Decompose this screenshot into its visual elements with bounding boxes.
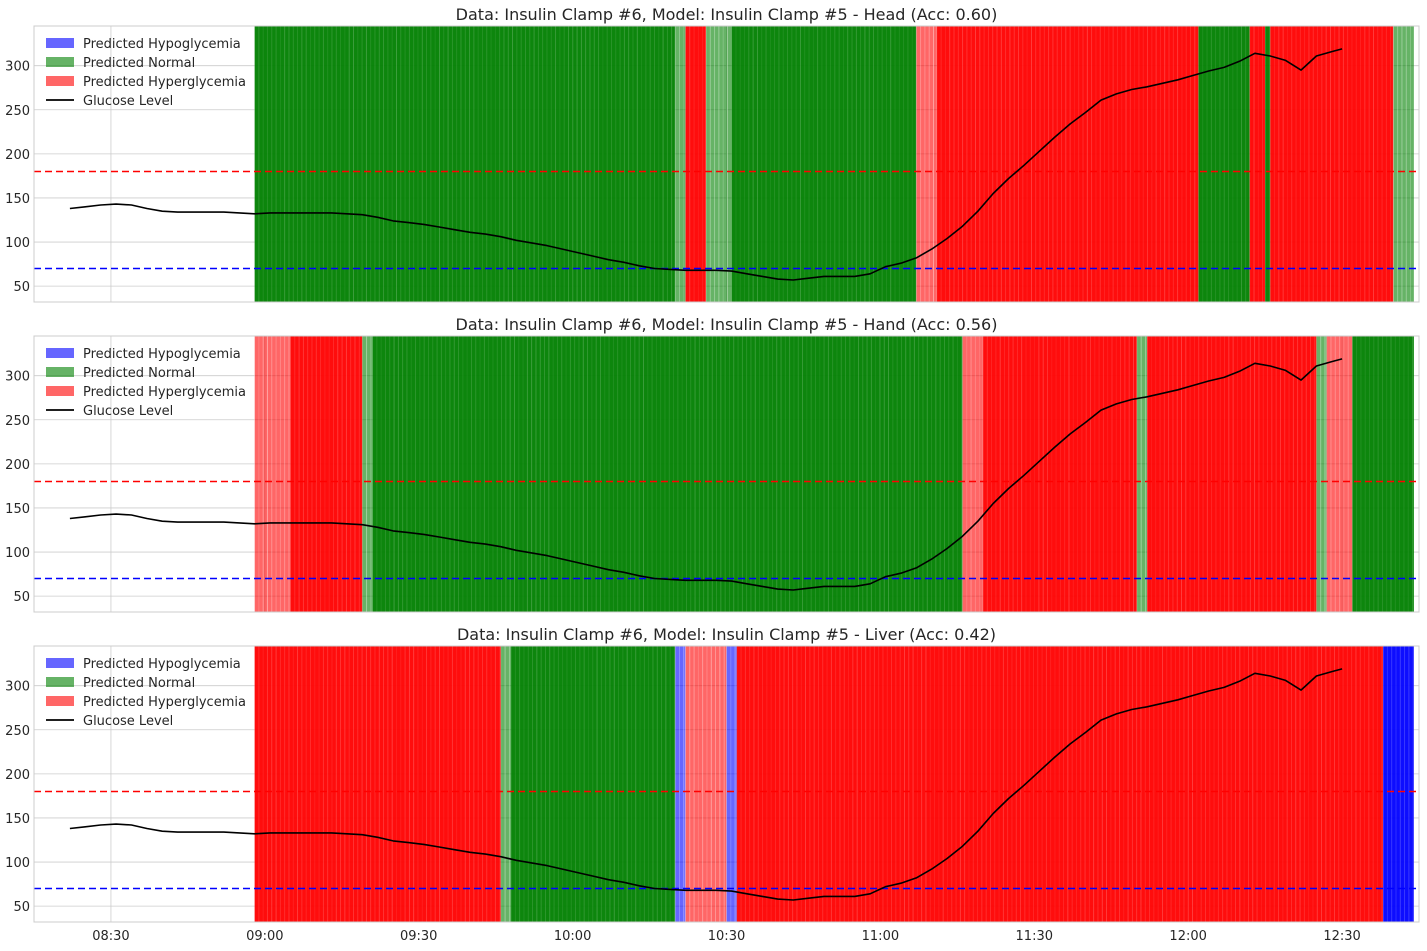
y-tick-label: 150 (5, 502, 30, 517)
segment-hypo (1383, 646, 1414, 922)
legend: Predicted Hypoglycemia Predicted Normal Pr… (46, 37, 246, 109)
y-tick-label: 50 (13, 900, 30, 915)
segment-normal (1393, 26, 1414, 302)
plot-frame (33, 25, 1420, 303)
y-tick-label: 200 (5, 148, 30, 163)
y-tick-label: 300 (5, 60, 30, 75)
y-tick-label: 50 (13, 280, 30, 295)
y-tick-label: 200 (5, 768, 30, 783)
x-tick-label: 10:30 (708, 929, 745, 944)
segment-hyper (1270, 26, 1394, 302)
legend-label: Predicted Hyperglycemia (83, 385, 246, 400)
segment-hyper (1249, 26, 1266, 302)
segment-normal (254, 26, 676, 302)
legend-label: Predicted Hyperglycemia (83, 75, 246, 90)
segment-hypo (675, 646, 686, 922)
y-tick-label: 250 (5, 414, 30, 429)
segment-hyper (936, 26, 1199, 302)
legend-label: Predicted Hypoglycemia (83, 37, 241, 52)
y-tick-label: 150 (5, 192, 30, 207)
plot-frame (33, 645, 1420, 923)
panel-title: Data: Insulin Clamp #6, Model: Insulin C… (456, 5, 998, 24)
legend-swatch (46, 658, 74, 668)
legend-label: Glucose Level (83, 714, 173, 729)
legend-label: Predicted Normal (83, 56, 195, 71)
glucose-line (69, 358, 1343, 591)
legend-swatch (46, 348, 74, 358)
prediction-segments (254, 646, 1414, 922)
legend-label: Predicted Normal (83, 366, 195, 381)
legend: Predicted Hypoglycemia Predicted Normal Pr… (46, 657, 246, 729)
y-tick-label: 150 (5, 812, 30, 827)
segment-hyper (254, 646, 501, 922)
legend-swatch (46, 386, 74, 396)
prediction-segments (254, 26, 1414, 302)
x-tick-label: 10:00 (554, 929, 591, 944)
segment-normal (500, 646, 512, 922)
segment-normal (372, 336, 963, 612)
x-tick-label: 09:00 (246, 929, 283, 944)
y-tick-label: 300 (5, 680, 30, 695)
plot-frame (33, 335, 1420, 613)
segment-normal (1265, 26, 1271, 302)
x-tick-label: 09:30 (400, 929, 437, 944)
legend-label: Predicted Hyperglycemia (83, 695, 246, 710)
segment-hyper (982, 336, 1137, 612)
legend-label: Predicted Normal (83, 676, 195, 691)
legend-label: Predicted Hypoglycemia (83, 657, 241, 672)
x-tick-label: 12:00 (1169, 929, 1206, 944)
segment-normal (1316, 336, 1327, 612)
legend-swatch (46, 677, 74, 687)
segment-normal (675, 26, 686, 302)
x-tick-label: 12:30 (1323, 929, 1360, 944)
segment-hyper (685, 646, 727, 922)
segment-normal (362, 336, 373, 612)
y-tick-label: 250 (5, 104, 30, 119)
segment-normal (705, 26, 732, 302)
segment-hyper (962, 336, 983, 612)
legend-swatch (46, 76, 74, 86)
prediction-segments (254, 336, 1414, 612)
legend-label: Glucose Level (83, 94, 173, 109)
glucose-line (69, 48, 1343, 281)
legend-swatch (46, 38, 74, 48)
segment-hyper (254, 336, 291, 612)
segment-hyper (1326, 336, 1353, 612)
y-tick-label: 100 (5, 236, 30, 251)
y-tick-label: 50 (13, 590, 30, 605)
y-tick-label: 200 (5, 458, 30, 473)
y-tick-label: 250 (5, 724, 30, 739)
panel-title: Data: Insulin Clamp #6, Model: Insulin C… (456, 315, 998, 334)
x-tick-label: 11:00 (862, 929, 899, 944)
panel-title: Data: Insulin Clamp #6, Model: Insulin C… (457, 625, 996, 644)
segment-hyper (916, 26, 937, 302)
legend-swatch (46, 367, 74, 377)
legend: Predicted Hypoglycemia Predicted Normal Pr… (46, 347, 246, 419)
segment-normal (731, 26, 917, 302)
glucose-line (69, 668, 1343, 901)
segment-hyper (1147, 336, 1317, 612)
segment-normal (1352, 336, 1414, 612)
x-tick-label: 11:30 (1016, 929, 1053, 944)
legend-swatch (46, 57, 74, 67)
legend-label: Glucose Level (83, 404, 173, 419)
y-tick-label: 100 (5, 546, 30, 561)
y-tick-label: 100 (5, 856, 30, 871)
legend-label: Predicted Hypoglycemia (83, 347, 241, 362)
legend-swatch (46, 696, 74, 706)
segment-normal (1136, 336, 1148, 612)
segment-hyper (290, 336, 363, 612)
x-tick-label: 08:30 (92, 929, 129, 944)
y-tick-label: 300 (5, 370, 30, 385)
segment-hyper (736, 646, 1384, 922)
segment-hyper (685, 26, 706, 302)
segment-hypo (726, 646, 737, 922)
